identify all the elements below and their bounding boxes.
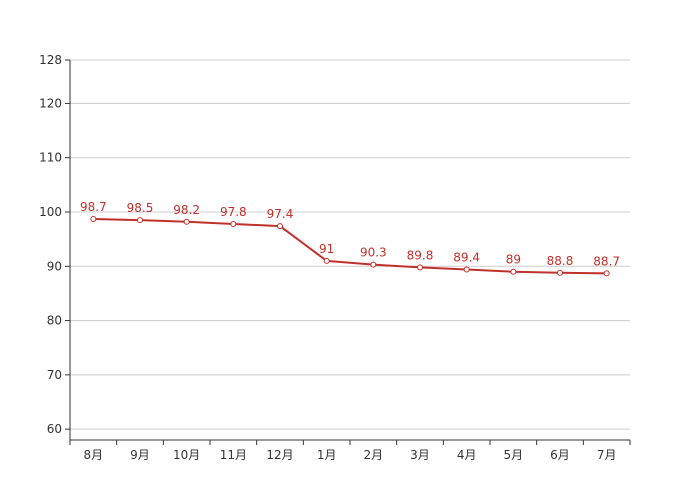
data-label: 88.7 <box>593 254 620 268</box>
y-tick-label: 60 <box>47 422 62 436</box>
data-point <box>463 266 470 273</box>
y-tick-label: 80 <box>47 314 62 328</box>
x-tick-label: 3月 <box>410 448 430 462</box>
data-label: 98.2 <box>173 203 200 217</box>
x-tick-label: 6月 <box>550 448 570 462</box>
data-point <box>510 268 517 275</box>
y-tick-label: 100 <box>39 205 62 219</box>
x-tick-label: 5月 <box>504 448 524 462</box>
x-tick-label: 8月 <box>84 448 104 462</box>
axes <box>65 59 631 445</box>
data-point <box>137 217 143 224</box>
data-label: 98.7 <box>80 200 107 214</box>
data-label: 89.8 <box>407 248 434 262</box>
x-tick-label: 11月 <box>220 448 247 462</box>
data-label: 91 <box>319 242 334 256</box>
x-tick-label: 1月 <box>317 448 337 462</box>
x-tick-label: 2月 <box>364 448 384 462</box>
data-label: 90.3 <box>360 246 387 260</box>
y-tick-label: 110 <box>39 151 62 165</box>
x-tick-label: 7月 <box>597 448 617 462</box>
data-point <box>183 218 190 225</box>
data-points <box>90 216 610 277</box>
x-tick-label: 10月 <box>173 448 200 462</box>
x-tick-label: 4月 <box>457 448 477 462</box>
data-labels: 98.7 98.5 98.2 97.8 97.4 91 90.3 89.8 89.4 89 88.8… <box>80 200 620 268</box>
x-tick-labels: 8月 9月 10月 11月 12月 1月 2月 3月 4月 5月 6月 7月 <box>84 448 617 462</box>
series-lines <box>93 218 607 275</box>
series-line <box>93 218 607 275</box>
data-point <box>557 269 563 276</box>
data-point <box>90 216 97 223</box>
data-point <box>323 257 330 264</box>
grid-lines <box>70 59 630 430</box>
data-point <box>603 270 610 277</box>
y-tick-label: 120 <box>39 96 62 110</box>
data-label: 88.8 <box>547 254 574 268</box>
data-point <box>230 220 237 227</box>
data-point <box>417 264 423 271</box>
y-tick-label: 90 <box>47 259 62 273</box>
x-tick-label: 12月 <box>266 448 293 462</box>
data-label: 89.4 <box>453 251 480 265</box>
y-tick-label: 70 <box>47 368 62 382</box>
y-tick-label: 128 <box>39 53 62 67</box>
data-label: 89 <box>506 253 521 267</box>
data-label: 97.8 <box>220 205 247 219</box>
x-tick-label: 9月 <box>130 448 150 462</box>
data-point <box>277 223 283 230</box>
data-point <box>370 261 377 268</box>
data-label: 98.5 <box>127 201 154 215</box>
y-tick-labels: 60 70 80 90 100 110 120 128 <box>39 53 62 436</box>
data-label: 97.4 <box>267 207 294 221</box>
